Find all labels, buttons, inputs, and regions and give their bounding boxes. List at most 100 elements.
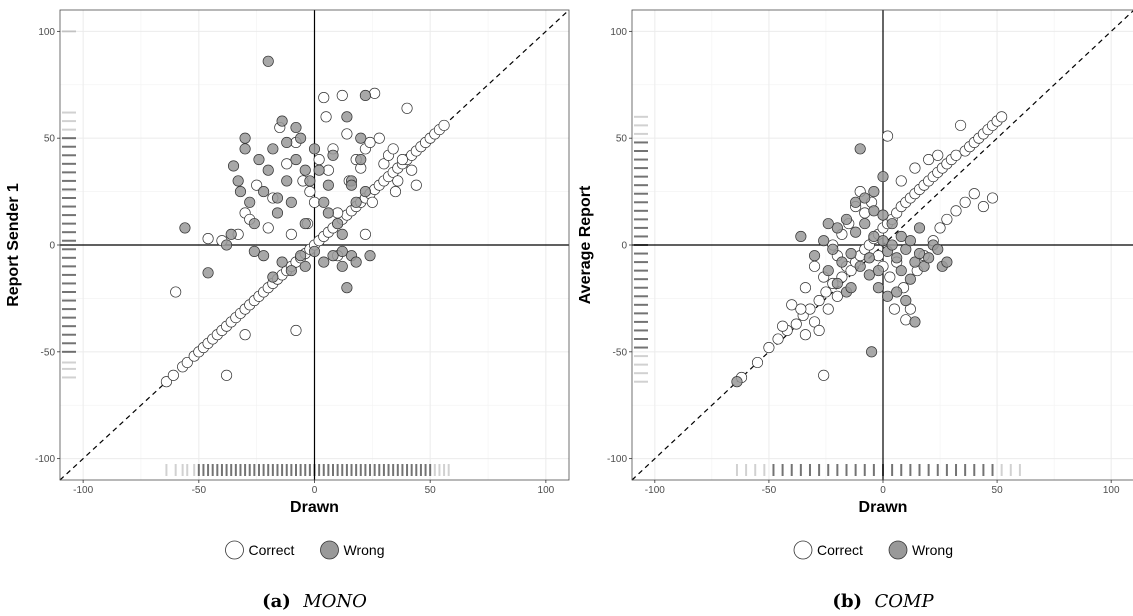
point-wrong [822, 265, 834, 277]
x-tick-label: -100 [645, 485, 665, 496]
point-correct [322, 164, 334, 176]
point-wrong [795, 230, 807, 243]
point-correct [304, 186, 316, 198]
point-correct [285, 228, 297, 240]
point-wrong [355, 153, 367, 166]
point-wrong [891, 286, 903, 298]
legend-swatch-wrong [888, 540, 908, 560]
point-correct [786, 299, 798, 311]
point-wrong [932, 243, 944, 255]
point-correct [950, 205, 962, 217]
x-tick-label: 50 [992, 485, 1004, 496]
point-correct [336, 89, 348, 102]
point-correct [751, 356, 764, 369]
point-correct [941, 213, 953, 225]
point-wrong [900, 243, 912, 255]
point-wrong [827, 243, 839, 255]
point-correct [167, 369, 179, 381]
point-correct [799, 282, 811, 294]
legend-label-correct: Correct [817, 542, 863, 558]
point-wrong [359, 186, 371, 198]
point-wrong [900, 294, 912, 307]
legend-label-wrong: Wrong [344, 542, 385, 558]
point-wrong [248, 245, 260, 257]
point-wrong [854, 260, 866, 272]
point-wrong [831, 277, 843, 290]
point-correct [795, 303, 807, 315]
point-correct [968, 188, 980, 200]
point-wrong [868, 186, 880, 198]
point-wrong [845, 247, 857, 260]
y-tick-label: 100 [38, 27, 55, 38]
point-wrong [276, 256, 288, 268]
point-wrong [345, 179, 358, 191]
point-correct [359, 228, 371, 240]
x-tick-label: 100 [1103, 485, 1120, 496]
point-wrong [285, 196, 297, 208]
point-wrong [808, 250, 821, 262]
point-wrong [341, 282, 353, 294]
point-correct [387, 143, 399, 155]
point-correct [221, 369, 233, 381]
point-wrong [836, 256, 848, 268]
y-axis-title: Report Sender 1 [5, 183, 22, 307]
point-correct [884, 271, 896, 283]
point-wrong [886, 239, 898, 251]
point-correct [410, 179, 422, 191]
point-wrong [941, 256, 953, 268]
point-correct [160, 376, 172, 388]
point-correct [290, 324, 302, 337]
point-wrong [872, 265, 884, 277]
point-wrong [267, 143, 279, 155]
point-wrong [239, 143, 251, 155]
point-wrong [290, 153, 302, 166]
y-tick-label: 50 [616, 134, 628, 145]
point-wrong [281, 175, 293, 187]
point-wrong [332, 218, 344, 230]
point-correct [239, 329, 251, 341]
point-wrong [877, 171, 889, 183]
point-wrong [882, 290, 894, 302]
point-correct [763, 341, 775, 354]
caption-name: COMP [875, 591, 935, 612]
y-tick-label: -50 [613, 347, 628, 358]
point-wrong [909, 256, 921, 268]
y-tick-label: 0 [621, 241, 627, 252]
point-wrong [234, 186, 247, 198]
point-wrong [350, 196, 362, 208]
point-wrong [918, 260, 930, 272]
point-wrong [299, 164, 311, 176]
point-wrong [327, 149, 339, 161]
legend-label-wrong: Wrong [912, 542, 953, 558]
y-tick-label: 50 [44, 134, 56, 145]
point-correct [986, 192, 999, 204]
caption-a: (a) MONO [262, 591, 367, 612]
legend-swatch-correct [793, 540, 813, 560]
point-correct [790, 318, 802, 330]
point-wrong [877, 235, 889, 247]
point-wrong [179, 222, 191, 234]
point-wrong [895, 265, 907, 277]
point-wrong [868, 230, 880, 243]
point-correct [813, 294, 825, 307]
point-correct [389, 186, 402, 198]
caption-name: MONO [302, 591, 367, 612]
point-wrong [336, 260, 348, 272]
point-wrong [290, 121, 302, 134]
x-tick-label: 0 [880, 485, 886, 496]
point-correct [900, 314, 912, 326]
point-correct [934, 222, 946, 234]
point-wrong [308, 245, 321, 257]
y-tick-label: -50 [41, 347, 56, 358]
x-axis-title: Drawn [290, 499, 339, 516]
point-wrong [227, 160, 240, 172]
point-correct [955, 119, 967, 131]
point-wrong [891, 252, 903, 264]
point-correct [888, 303, 900, 315]
point-wrong [868, 205, 880, 217]
point-correct [392, 175, 404, 187]
rug-marks [62, 30, 450, 476]
point-wrong [262, 55, 274, 67]
panel-mono: -100 -50 0 50 100 -100 -50 0 50 100 Drawn Report … [5, 9, 570, 612]
